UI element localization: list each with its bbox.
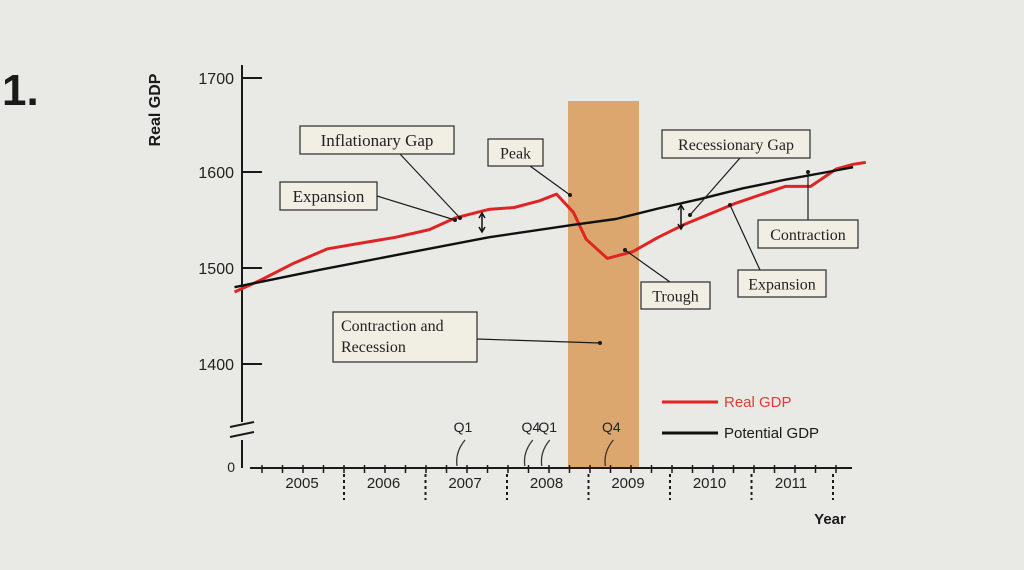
series-line-potential-gdp	[234, 166, 854, 289]
y-tick-label: 1700	[198, 71, 234, 88]
annotation-leader	[689, 157, 741, 216]
gap-arrowhead	[478, 226, 486, 234]
annotation-box	[737, 269, 827, 298]
annotation-text: Expansion	[748, 277, 816, 294]
annotation-box	[757, 219, 859, 249]
axis-break-mark	[229, 431, 255, 438]
annotation-leader-head	[598, 341, 602, 345]
x-tick-label: 2006	[367, 475, 400, 492]
annotation-leader	[529, 165, 571, 196]
annotation-leader	[729, 204, 761, 271]
annotation-text: Expansion	[293, 187, 365, 206]
x-axis-label: Year	[814, 511, 846, 528]
annotation-leader	[376, 195, 456, 221]
x-tick-label: 2010	[693, 475, 726, 492]
annotation-text: Contraction and	[341, 318, 444, 335]
legend-label: Real GDP	[724, 394, 792, 411]
gap-arrowhead	[478, 211, 486, 219]
annotation-leader-head	[568, 193, 572, 197]
annotation-leader-head	[728, 203, 732, 207]
quarter-label: Q1	[454, 419, 473, 435]
quarter-mark	[604, 439, 614, 467]
x-tick-label: 2007	[448, 475, 481, 492]
quarter-label: Q4	[521, 419, 540, 435]
annotation-leader-head	[806, 170, 810, 174]
y-origin-label: 0	[227, 459, 235, 475]
annotation-text: Recessionary Gap	[678, 137, 794, 154]
annotation-text: Recession	[341, 339, 406, 356]
annotation-leader-head	[688, 213, 692, 217]
quarter-mark	[540, 439, 551, 467]
annotation-leader	[399, 153, 461, 219]
y-tick-label: 1400	[198, 357, 234, 374]
y-axis-label: Real GDP	[147, 73, 164, 146]
annotation-leader-head	[458, 216, 462, 220]
annotation-leader-head	[623, 248, 627, 252]
gap-arrowhead	[677, 203, 685, 211]
annotation-text: Trough	[652, 289, 699, 306]
y-tick-label: 1500	[198, 261, 234, 278]
annotation-box	[299, 125, 455, 155]
legend-label: Potential GDP	[724, 425, 819, 442]
annotation-box	[640, 281, 711, 310]
annotation-box	[487, 138, 544, 167]
annotation-box	[332, 311, 478, 363]
quarter-mark	[456, 439, 466, 467]
annotation-leader	[476, 338, 601, 344]
annotation-box	[279, 181, 378, 211]
quarter-label: Q4	[602, 419, 621, 435]
annotation-text: Inflationary Gap	[321, 131, 434, 150]
problem-number: 1.	[2, 66, 39, 115]
annotation-text: Contraction	[770, 227, 846, 244]
quarter-label: Q1	[538, 419, 557, 435]
quarter-mark	[523, 439, 534, 467]
x-tick-label: 2009	[611, 475, 644, 492]
y-tick-label: 1600	[198, 165, 234, 182]
x-tick-label: 2005	[285, 475, 318, 492]
x-tick-label: 2011	[775, 475, 807, 492]
annotation-leader	[624, 249, 671, 283]
recession-band	[568, 101, 639, 467]
annotation-leader-head	[453, 218, 457, 222]
gap-arrowhead	[677, 223, 685, 231]
annotation-text: Peak	[500, 146, 531, 163]
series-line-real-gdp	[233, 160, 867, 294]
annotation-box	[661, 129, 811, 159]
x-tick-label: 2008	[530, 475, 563, 492]
axis-break-mark	[229, 421, 255, 428]
